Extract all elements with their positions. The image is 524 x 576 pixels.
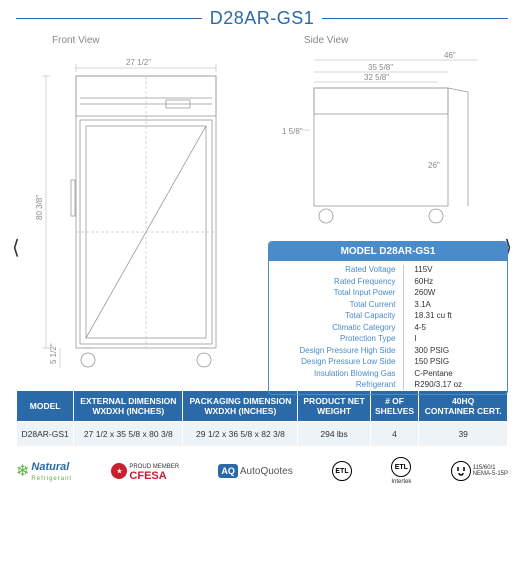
spec-label: Insulation Blowing Gas <box>277 369 395 379</box>
spec-value: 150 PSIG <box>414 357 499 367</box>
spec-value: R290/3.17 oz <box>414 380 499 390</box>
etl-icon-2: ETL <box>391 457 411 477</box>
spec-box: MODEL D28AR-GS1 Rated Voltage Rated Frequ… <box>268 241 508 395</box>
table-cell: 4 <box>371 422 419 446</box>
table-cell: 27 1/2 x 35 5/8 x 80 3/8 <box>74 422 182 446</box>
table-header: 40HQ CONTAINER CERT. <box>419 391 507 421</box>
plug-spec: 115/60/1 NEMA-5-15P <box>473 465 508 477</box>
side-dim-26: 26" <box>428 161 440 170</box>
spec-value: 115V <box>414 265 499 275</box>
spec-value: C-Pentane <box>414 369 499 379</box>
front-height-dim: 80 3/8" <box>35 195 44 220</box>
logos-row: ❄ Natural Refrigerant ★ PROUD MEMBER CFE… <box>16 457 508 485</box>
title-line-left <box>16 18 202 19</box>
spec-value: 3.1A <box>414 300 499 310</box>
spec-label: Total Current <box>277 300 395 310</box>
side-dim-46: 46" <box>444 51 456 60</box>
front-view-label: Front View <box>52 35 256 46</box>
views-container: ⟨ ⟩ Front View 27 1/2" <box>16 35 508 380</box>
side-dim-32: 32 5/8" <box>364 73 389 82</box>
spec-label: Total Input Power <box>277 288 395 298</box>
table-cell: 29 1/2 x 36 5/8 x 82 3/8 <box>183 422 297 446</box>
table-cell: 294 lbs <box>298 422 369 446</box>
spec-value: 300 PSIG <box>414 346 499 356</box>
aq-badge: AQ <box>218 464 238 478</box>
spec-label: Design Pressure High Side <box>277 346 395 356</box>
table-header: PRODUCT NET WEIGHT <box>298 391 369 421</box>
spec-label: Rated Voltage <box>277 265 395 275</box>
plug-icon <box>451 461 471 481</box>
table-header-row: MODELEXTERNAL DIMENSION WXDXH (INCHES)PA… <box>17 391 507 421</box>
spec-value: I <box>414 334 499 344</box>
title-row: D28AR-GS1 <box>16 8 508 29</box>
intertek-text: Intertek <box>391 479 411 485</box>
spec-header: MODEL D28AR-GS1 <box>269 242 507 261</box>
natural-sub: Refrigerant <box>31 476 72 482</box>
table-header: MODEL <box>17 391 73 421</box>
side-view-label: Side View <box>304 35 508 46</box>
front-foot-dim: 5 1/2" <box>49 343 58 364</box>
aq-text: AutoQuotes <box>240 466 293 477</box>
plug-logo: 115/60/1 NEMA-5-15P <box>451 461 508 481</box>
spec-label: Protection Type <box>277 334 395 344</box>
table-header: EXTERNAL DIMENSION WXDXH (INCHES) <box>74 391 182 421</box>
spec-value: 18.31 cu ft <box>414 311 499 321</box>
front-view-col: Front View 27 1/2" <box>16 35 256 380</box>
spec-value: 4-5 <box>414 323 499 333</box>
side-drawing: 46" 35 5/8" 32 5/8" 1 5/8" 26" <box>268 50 508 380</box>
spec-label: Refrigerant <box>277 380 395 390</box>
cfesa-icon: ★ <box>111 463 127 479</box>
side-dim-1-5-8: 1 5/8" <box>282 127 303 136</box>
etl-logo-1: ETL <box>332 461 352 481</box>
cfesa-logo: ★ PROUD MEMBER CFESA <box>111 461 179 482</box>
leaf-icon: ❄ <box>16 461 29 481</box>
spec-label: Rated Frequency <box>277 277 395 287</box>
spec-value: 60Hz <box>414 277 499 287</box>
natural-text: Natural <box>31 461 69 473</box>
etl-icon: ETL <box>332 461 352 481</box>
spec-value: 260W <box>414 288 499 298</box>
spec-table: MODELEXTERNAL DIMENSION WXDXH (INCHES)PA… <box>16 390 508 447</box>
side-dim-35: 35 5/8" <box>368 63 393 72</box>
table-cell: D28AR-GS1 <box>17 422 73 446</box>
front-drawing: 27 1/2" <box>16 50 256 380</box>
etl-logo-2: ETL Intertek <box>391 457 411 485</box>
table-header: # OF SHELVES <box>371 391 419 421</box>
table-cell: 39 <box>419 422 507 446</box>
spec-label: Total Capacity <box>277 311 395 321</box>
side-view-col: Side View 46" 35 5/8" 32 5/8" 1 <box>268 35 508 380</box>
spec-rows: Rated Voltage Rated FrequencyTotal Input … <box>269 261 507 394</box>
natural-logo: ❄ Natural Refrigerant <box>16 461 72 482</box>
table-header: PACKAGING DIMENSION WXDXH (INCHES) <box>183 391 297 421</box>
model-title: D28AR-GS1 <box>210 8 315 29</box>
spec-label: Climatic Category <box>277 323 395 333</box>
cfesa-text: CFESA <box>129 470 166 482</box>
autoquotes-logo: AQ AutoQuotes <box>218 464 292 478</box>
title-line-right <box>322 18 508 19</box>
spec-label: Design Pressure Low Side <box>277 357 395 367</box>
table-data-row: D28AR-GS127 1/2 x 35 5/8 x 80 3/829 1/2 … <box>17 422 507 446</box>
front-width-dim: 27 1/2" <box>126 58 151 67</box>
